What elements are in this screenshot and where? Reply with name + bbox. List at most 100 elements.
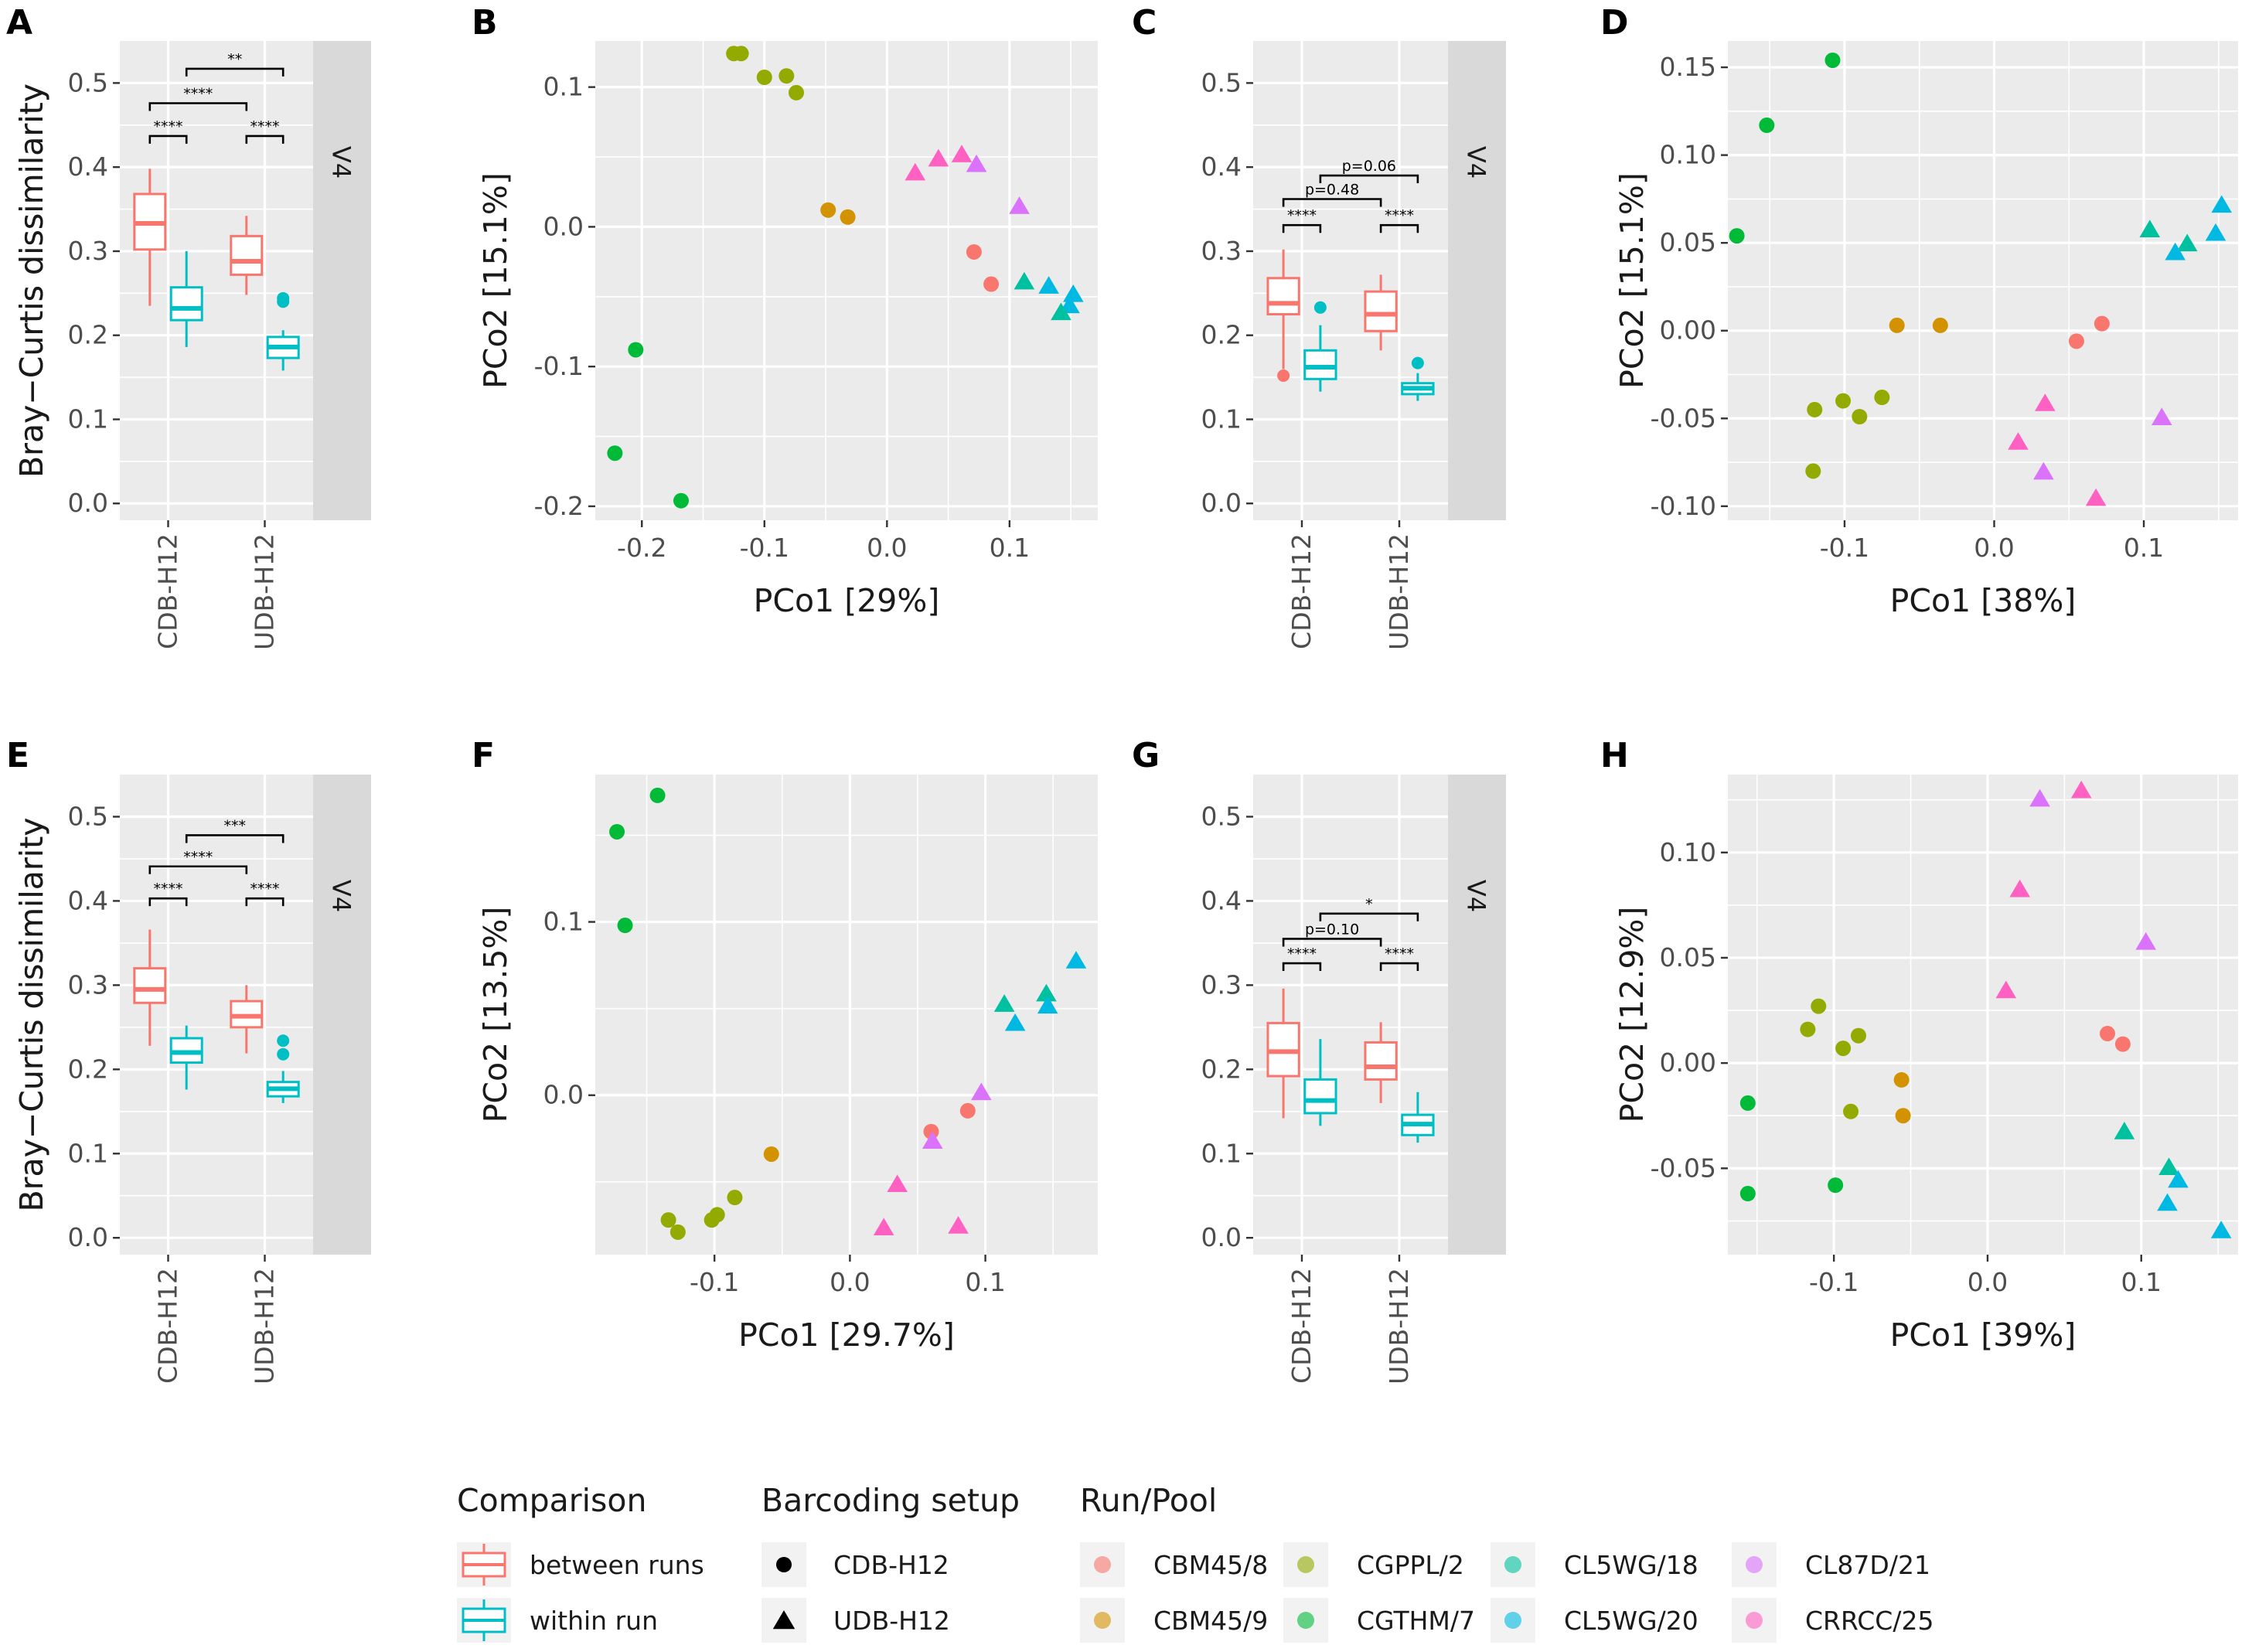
legend-label: CGTHM/7: [1357, 1606, 1475, 1636]
y-axis-title: PCo2 [15.1%]: [477, 172, 514, 389]
box-cdb-h12-between-runs: [133, 169, 167, 306]
y-tick-label: 0.5: [68, 67, 108, 97]
y-tick-label: 0.00: [1660, 315, 1716, 346]
scatter-point-triangle: [928, 148, 949, 167]
y-tick-label: 0.0: [1201, 488, 1242, 518]
plot-background: [1728, 41, 2238, 520]
plot-background: [1728, 775, 2238, 1255]
scatter-point-circle: [1850, 1027, 1866, 1044]
significance-bracket: [148, 102, 248, 111]
scatter-point-triangle: [887, 1174, 908, 1193]
legend-barcoding-items: CDB-H12 UDB-H12: [761, 1542, 950, 1643]
facet-strip-label: V4: [1462, 880, 1491, 912]
significance-bracket: [148, 897, 188, 907]
y-tick-label: 0.00: [1660, 1047, 1716, 1078]
y-axis-title: Bray−Curtis dissimilarity: [13, 83, 50, 478]
x-tick-label: CDB-H12: [153, 533, 183, 649]
y-tick-label: 0.4: [68, 152, 108, 182]
panel-c: C 0.0 0.1 0.2 0.3 0.4 0.5 CDB-H12 UDB-H12 V4 Bray−…: [13, 3, 1506, 650]
scatter-point-circle: [1739, 1095, 1756, 1111]
scatter-point-circle: [756, 69, 772, 85]
significance-bracket: [185, 834, 284, 843]
y-tick-label: 0.10: [1660, 140, 1716, 170]
legend-label: CGPPL/2: [1357, 1550, 1464, 1580]
panel-letter: E: [6, 736, 29, 775]
box-body: [1364, 1041, 1398, 1081]
scatter-point-triangle: [971, 1082, 992, 1101]
scatter-point-circle: [778, 68, 795, 84]
significance-bracket: [1282, 198, 1382, 207]
x-tick-label: CDB-H12: [1286, 533, 1317, 649]
y-tick-label: 0.1: [543, 72, 584, 102]
scatter-point-circle: [983, 276, 1000, 292]
x-tick-label: CDB-H12: [1286, 1268, 1317, 1384]
box-outlier: [1411, 356, 1424, 370]
scatter-point-circle: [2100, 1026, 2116, 1042]
scatter-point-triangle: [2008, 432, 2029, 450]
scatter-point-triangle: [905, 162, 926, 181]
scatter-point-triangle: [966, 154, 987, 172]
plot-background: [120, 775, 313, 1255]
scatter-point-circle: [840, 209, 856, 225]
scatter-point-triangle: [1065, 951, 1087, 969]
facet-strip-label: V4: [1462, 146, 1491, 179]
panel-f: F -0.1 0.0 0.1 0.0 0.1 PCo1 [29.7%] PCo2 [13.5%…: [472, 736, 1098, 1354]
x-tick-label: 0.0: [1968, 1267, 2008, 1297]
significance-label: p=0.48: [1305, 181, 1359, 198]
scatter-point-triangle: [2205, 223, 2226, 241]
scatter-point-circle: [1893, 1071, 1910, 1088]
y-tick-label: 0.2: [68, 1054, 108, 1084]
scatter-point-triangle: [2135, 932, 2157, 950]
scatter-point-circle: [1800, 1021, 1816, 1037]
legend: Comparison between runs within run Barcod…: [457, 1482, 1933, 1643]
panel-letter: F: [472, 736, 495, 775]
scatter-point-circle: [607, 445, 623, 462]
scatter-point-triangle: [2085, 488, 2107, 506]
scatter-point-circle: [1874, 390, 1890, 406]
significance-bracket: [1379, 962, 1419, 972]
scatter-point-circle: [1739, 1186, 1756, 1202]
facet-strip-label: V4: [327, 146, 356, 179]
y-tick-label: 0.15: [1660, 52, 1716, 82]
legend-label: CBM45/9: [1153, 1606, 1268, 1636]
legend-label: CRRCC/25: [1805, 1606, 1933, 1636]
x-tick-label: 0.0: [1974, 533, 2014, 563]
y-axis-title: Bray−Curtis dissimilarity: [13, 817, 50, 1211]
y-axis-title: PCo2 [12.9%]: [1613, 907, 1651, 1123]
y-tick-label: 0.2: [1201, 320, 1242, 350]
scatter-point-circle: [1932, 317, 1948, 333]
box-udb-h12-within-run: [266, 1034, 300, 1103]
significance-label: p=0.06: [1342, 158, 1396, 175]
panel-letter: B: [472, 3, 498, 43]
x-tick-label: -0.1: [690, 1267, 739, 1297]
scatter-point-triangle: [1036, 983, 1057, 1002]
legend-runpool-title: Run/Pool: [1080, 1482, 1217, 1519]
x-axis-title: PCo1 [39%]: [1890, 1316, 2077, 1354]
scatter-point-triangle: [2035, 393, 2056, 411]
significance-label: ****: [1385, 945, 1414, 962]
panels-group: A 0.0 0.1 0.2 0.3 0.4 0.5 CDB-H12 UDB-H12 V4 Bray−…: [6, 3, 2238, 1385]
significance-bracket: [245, 897, 284, 907]
legend-label: CL5WG/18: [1564, 1550, 1698, 1580]
significance-label: ***: [223, 817, 246, 834]
scatter-point-circle: [709, 1207, 725, 1223]
legend-label: CDB-H12: [833, 1550, 949, 1580]
x-tick-label: CDB-H12: [153, 1268, 183, 1384]
y-tick-label: 0.0: [68, 488, 108, 518]
scatter-point-circle: [1824, 52, 1841, 68]
significance-label: **: [227, 51, 242, 68]
box-cdb-h12-between-runs: [1266, 249, 1300, 382]
y-tick-label: 0.0: [1201, 1222, 1242, 1252]
significance-bracket: [1282, 962, 1322, 972]
y-tick-label: 0.3: [68, 236, 108, 266]
legend-color-dot: [1094, 1612, 1111, 1629]
legend-barcoding-title: Barcoding setup: [761, 1482, 1020, 1519]
y-tick-label: 0.2: [68, 320, 108, 350]
scatter-point-circle: [617, 918, 633, 934]
box-udb-h12-between-runs: [1364, 274, 1398, 351]
legend-label: CBM45/8: [1153, 1550, 1268, 1580]
box-cdb-h12-between-runs: [1266, 988, 1300, 1119]
scatter-point-circle: [1805, 463, 1821, 479]
panel-h: H -0.1 0.0 0.1 -0.05 0.00 0.05 0.10 PCo1 [39%] PC…: [1600, 736, 2238, 1354]
scatter-point-triangle: [1051, 302, 1071, 321]
